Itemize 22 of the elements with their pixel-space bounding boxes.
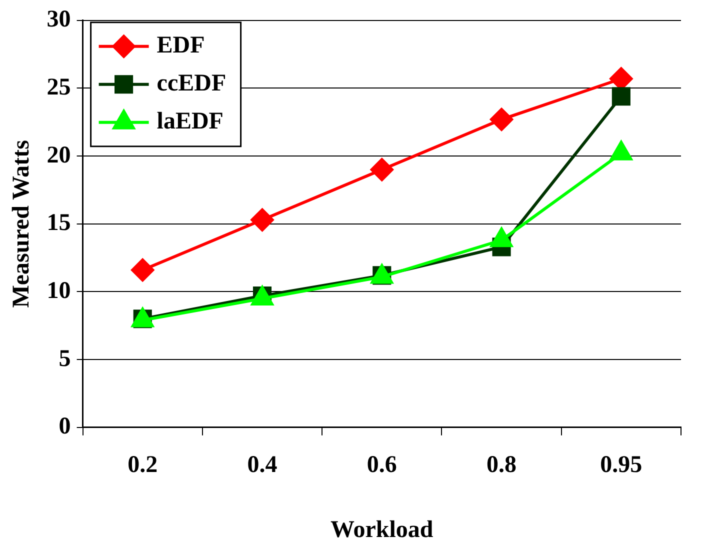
- x-tick-label: 0.8: [486, 452, 517, 478]
- x-tick-label: 0.4: [247, 452, 278, 478]
- y-tick-label: 20: [46, 142, 71, 168]
- y-tick-label: 0: [58, 414, 71, 440]
- x-tick-label: 0.2: [128, 452, 158, 478]
- x-tick-label: 0.95: [600, 452, 642, 478]
- point: [131, 258, 154, 282]
- legend-label: EDF: [156, 32, 205, 59]
- point: [250, 208, 274, 232]
- y-tick-label: 25: [46, 74, 71, 100]
- y-tick-label: 5: [58, 346, 71, 372]
- y-tick-label: 10: [46, 278, 71, 304]
- legend-label: laEDF: [156, 108, 224, 135]
- y-tick-label: 30: [46, 6, 71, 33]
- x-tick-label: 0.6: [366, 452, 397, 478]
- legend-label: ccEDF: [156, 70, 226, 97]
- y-axis-title: Measured Watts: [8, 140, 35, 308]
- point: [490, 108, 514, 131]
- point: [370, 158, 394, 182]
- point: [612, 87, 630, 106]
- y-tick-label: 15: [46, 210, 71, 236]
- x-axis-title: Workload: [330, 516, 434, 543]
